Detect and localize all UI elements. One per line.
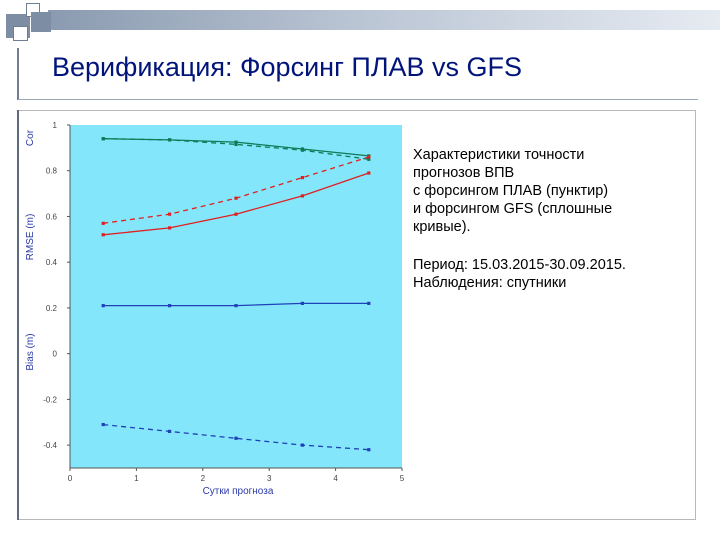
description-line: Наблюдения: спутники bbox=[413, 275, 567, 291]
data-point-rmse bbox=[300, 194, 304, 198]
title-accent-line bbox=[17, 48, 19, 100]
slide-title: Верификация: Форсинг ПЛАВ vs GFS bbox=[52, 52, 523, 82]
data-point-cor bbox=[234, 142, 238, 147]
y-tick-label: 0.4 bbox=[46, 258, 58, 267]
data-point-cor bbox=[367, 157, 371, 161]
y-tick-label: -0.4 bbox=[43, 441, 57, 450]
data-point-cor bbox=[234, 140, 238, 144]
x-tick-label: 1 bbox=[134, 474, 139, 483]
description-line: с форсингом ПЛАВ (пунктир) bbox=[413, 183, 609, 199]
data-point-cor bbox=[101, 137, 105, 141]
data-point-bias bbox=[168, 429, 172, 434]
axis-label-rmse: RMSE (m) bbox=[25, 214, 36, 261]
data-point-rmse bbox=[168, 212, 172, 216]
data-point-rmse bbox=[367, 171, 371, 175]
x-tick-label: 3 bbox=[267, 474, 272, 483]
decor-square bbox=[31, 12, 51, 32]
title-bar-decoration bbox=[48, 10, 720, 30]
x-tick-label: 2 bbox=[201, 474, 206, 483]
title-underline bbox=[18, 99, 698, 100]
y-tick-label: -0.2 bbox=[43, 395, 57, 404]
description-line: прогнозов ВПВ bbox=[413, 165, 515, 181]
x-tick-label: 5 bbox=[400, 474, 405, 483]
y-tick-label: 0.6 bbox=[46, 212, 58, 221]
chart-description: Характеристики точности прогнозов ВПВ с … bbox=[413, 146, 695, 292]
data-point-cor bbox=[168, 138, 172, 142]
data-point-bias bbox=[300, 301, 304, 305]
data-point-rmse bbox=[168, 226, 172, 230]
x-tick-label: 4 bbox=[333, 474, 338, 483]
data-point-cor bbox=[300, 148, 304, 152]
y-tick-label: 1 bbox=[53, 121, 58, 130]
plot-area bbox=[70, 125, 402, 468]
description-line: Период: 15.03.2015-30.09.2015. bbox=[413, 257, 626, 273]
content-frame-edge bbox=[17, 110, 19, 520]
data-point-rmse bbox=[101, 233, 105, 237]
data-point-rmse bbox=[300, 175, 304, 180]
y-tick-label: 0 bbox=[53, 350, 58, 359]
data-point-bias bbox=[300, 443, 304, 447]
description-line: и форсингом GFS (сплошные bbox=[413, 201, 613, 217]
axis-label-cor: Cor bbox=[25, 129, 36, 146]
x-axis-label: Сутки прогноза bbox=[203, 486, 274, 497]
data-point-bias bbox=[168, 304, 172, 308]
data-point-rmse bbox=[234, 196, 238, 200]
x-tick-label: 0 bbox=[68, 474, 73, 483]
decor-square bbox=[13, 26, 28, 41]
data-point-bias bbox=[101, 422, 105, 427]
data-point-bias bbox=[234, 304, 238, 308]
data-point-rmse bbox=[367, 155, 371, 159]
y-tick-label: 0.2 bbox=[46, 304, 58, 313]
description-line: кривые). bbox=[413, 219, 471, 235]
data-point-bias bbox=[234, 436, 238, 440]
data-point-bias bbox=[367, 448, 371, 452]
axis-label-bias: Bias (m) bbox=[25, 333, 36, 370]
data-point-bias bbox=[101, 304, 105, 308]
y-tick-label: 0.8 bbox=[46, 167, 58, 176]
data-point-rmse bbox=[234, 212, 238, 216]
data-point-rmse bbox=[101, 221, 105, 225]
data-point-bias bbox=[367, 301, 371, 305]
description-line: Характеристики точности bbox=[413, 147, 585, 163]
